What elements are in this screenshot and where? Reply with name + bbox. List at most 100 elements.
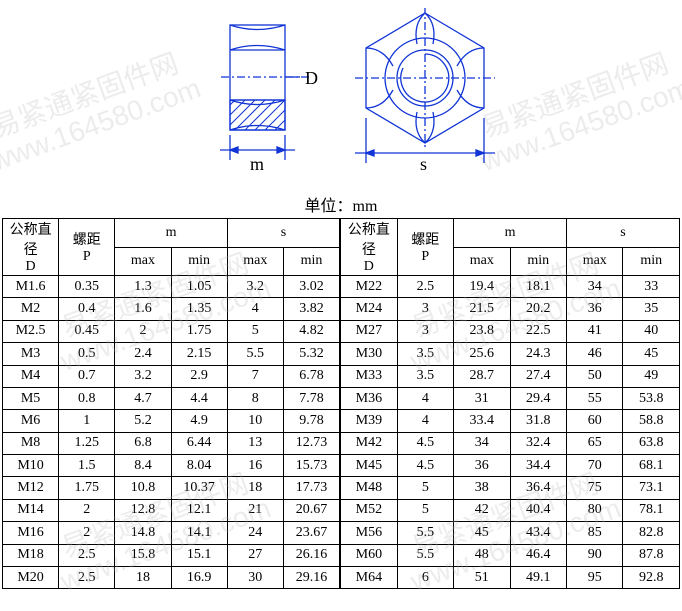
nut-side-view: [220, 20, 320, 180]
table-row: M303.525.624.34645: [341, 343, 680, 365]
cell-mmax: 51: [454, 566, 510, 588]
cell-d: M22: [341, 276, 397, 298]
cell-d: M3: [3, 343, 59, 365]
cell-mmax: 5.2: [115, 410, 171, 432]
cell-smin: 23.67: [283, 522, 339, 544]
table-row: M3643129.45553.8: [341, 387, 680, 409]
cell-d: M2: [3, 298, 59, 320]
cell-p: 0.7: [59, 365, 115, 387]
cell-mmin: 34.4: [510, 455, 566, 477]
m-label: m: [250, 154, 264, 175]
cell-p: 5.5: [397, 522, 453, 544]
cell-smax: 7: [227, 365, 283, 387]
cell-p: 0.4: [59, 298, 115, 320]
cell-mmax: 2: [115, 320, 171, 342]
cell-p: 2.5: [59, 566, 115, 588]
cell-smin: 17.73: [283, 477, 339, 499]
table-row: M50.84.74.487.78: [3, 387, 340, 409]
cell-p: 2.5: [59, 544, 115, 566]
cell-smin: 9.78: [283, 410, 339, 432]
cell-smax: 16: [227, 455, 283, 477]
cell-smin: 58.8: [623, 410, 680, 432]
cell-smin: 7.78: [283, 387, 339, 409]
cell-smin: 87.8: [623, 544, 680, 566]
col-m: m: [454, 219, 567, 248]
cell-mmin: 36.4: [510, 477, 566, 499]
cell-d: M52: [341, 499, 397, 521]
cell-smin: 63.8: [623, 432, 680, 454]
cell-smin: 20.67: [283, 499, 339, 521]
cell-smin: 53.8: [623, 387, 680, 409]
cell-smin: 12.73: [283, 432, 339, 454]
cell-smax: 24: [227, 522, 283, 544]
cell-mmax: 34: [454, 432, 510, 454]
cell-smin: 3.82: [283, 298, 339, 320]
cell-d: M10: [3, 455, 59, 477]
cell-p: 0.35: [59, 276, 115, 298]
table-row: M222.519.418.13433: [341, 276, 680, 298]
cell-smax: 10: [227, 410, 283, 432]
cell-mmin: 18.1: [510, 276, 566, 298]
cell-mmin: 1.35: [171, 298, 227, 320]
table-row: M81.256.86.441312.73: [3, 432, 340, 454]
cell-smax: 46: [567, 343, 623, 365]
cell-smax: 13: [227, 432, 283, 454]
right-table: 公称直径 D 螺距 P m s max min max min M222.519…: [340, 218, 680, 589]
cell-mmin: 6.44: [171, 432, 227, 454]
cell-smax: 5.5: [227, 343, 283, 365]
col-s-max: max: [227, 247, 283, 276]
cell-d: M36: [341, 387, 397, 409]
cell-mmin: 29.4: [510, 387, 566, 409]
col-m-max: max: [115, 247, 171, 276]
table-row: M20.41.61.3543.82: [3, 298, 340, 320]
cell-smin: 73.1: [623, 477, 680, 499]
table-row: M4853836.47573.1: [341, 477, 680, 499]
cell-mmax: 2.4: [115, 343, 171, 365]
cell-smin: 35: [623, 298, 680, 320]
col-s: s: [567, 219, 680, 248]
cell-mmin: 4.4: [171, 387, 227, 409]
cell-smax: 41: [567, 320, 623, 342]
cell-smax: 5: [227, 320, 283, 342]
cell-p: 2: [59, 499, 115, 521]
cell-mmax: 4.7: [115, 387, 171, 409]
cell-p: 0.5: [59, 343, 115, 365]
cell-smin: 33: [623, 276, 680, 298]
cell-p: 4.5: [397, 455, 453, 477]
table-row: M24321.520.23635: [341, 298, 680, 320]
cell-mmin: 1.05: [171, 276, 227, 298]
s-label: s: [420, 154, 427, 175]
cell-mmax: 42: [454, 499, 510, 521]
cell-p: 5: [397, 477, 453, 499]
cell-p: 0.45: [59, 320, 115, 342]
col-s-max: max: [567, 247, 623, 276]
cell-smin: 4.82: [283, 320, 339, 342]
cell-mmax: 21.5: [454, 298, 510, 320]
cell-smax: 65: [567, 432, 623, 454]
cell-mmax: 15.8: [115, 544, 171, 566]
cell-mmin: 40.4: [510, 499, 566, 521]
cell-mmax: 18: [115, 566, 171, 588]
cell-d: M16: [3, 522, 59, 544]
cell-mmin: 20.2: [510, 298, 566, 320]
table-row: M121.7510.810.371817.73: [3, 477, 340, 499]
table-row: M424.53432.46563.8: [341, 432, 680, 454]
cell-d: M1.6: [3, 276, 59, 298]
cell-p: 3.5: [397, 365, 453, 387]
cell-mmin: 2.15: [171, 343, 227, 365]
d-label: D: [305, 68, 318, 89]
cell-smin: 82.8: [623, 522, 680, 544]
cell-p: 5.5: [397, 544, 453, 566]
cell-mmin: 12.1: [171, 499, 227, 521]
cell-mmin: 27.4: [510, 365, 566, 387]
cell-mmax: 36: [454, 455, 510, 477]
cell-d: M30: [341, 343, 397, 365]
table-row: M27323.822.54140: [341, 320, 680, 342]
cell-p: 4: [397, 410, 453, 432]
cell-smax: 34: [567, 276, 623, 298]
cell-smin: 26.16: [283, 544, 339, 566]
cell-mmax: 10.8: [115, 477, 171, 499]
cell-mmin: 16.9: [171, 566, 227, 588]
cell-mmin: 4.9: [171, 410, 227, 432]
cell-mmin: 49.1: [510, 566, 566, 588]
